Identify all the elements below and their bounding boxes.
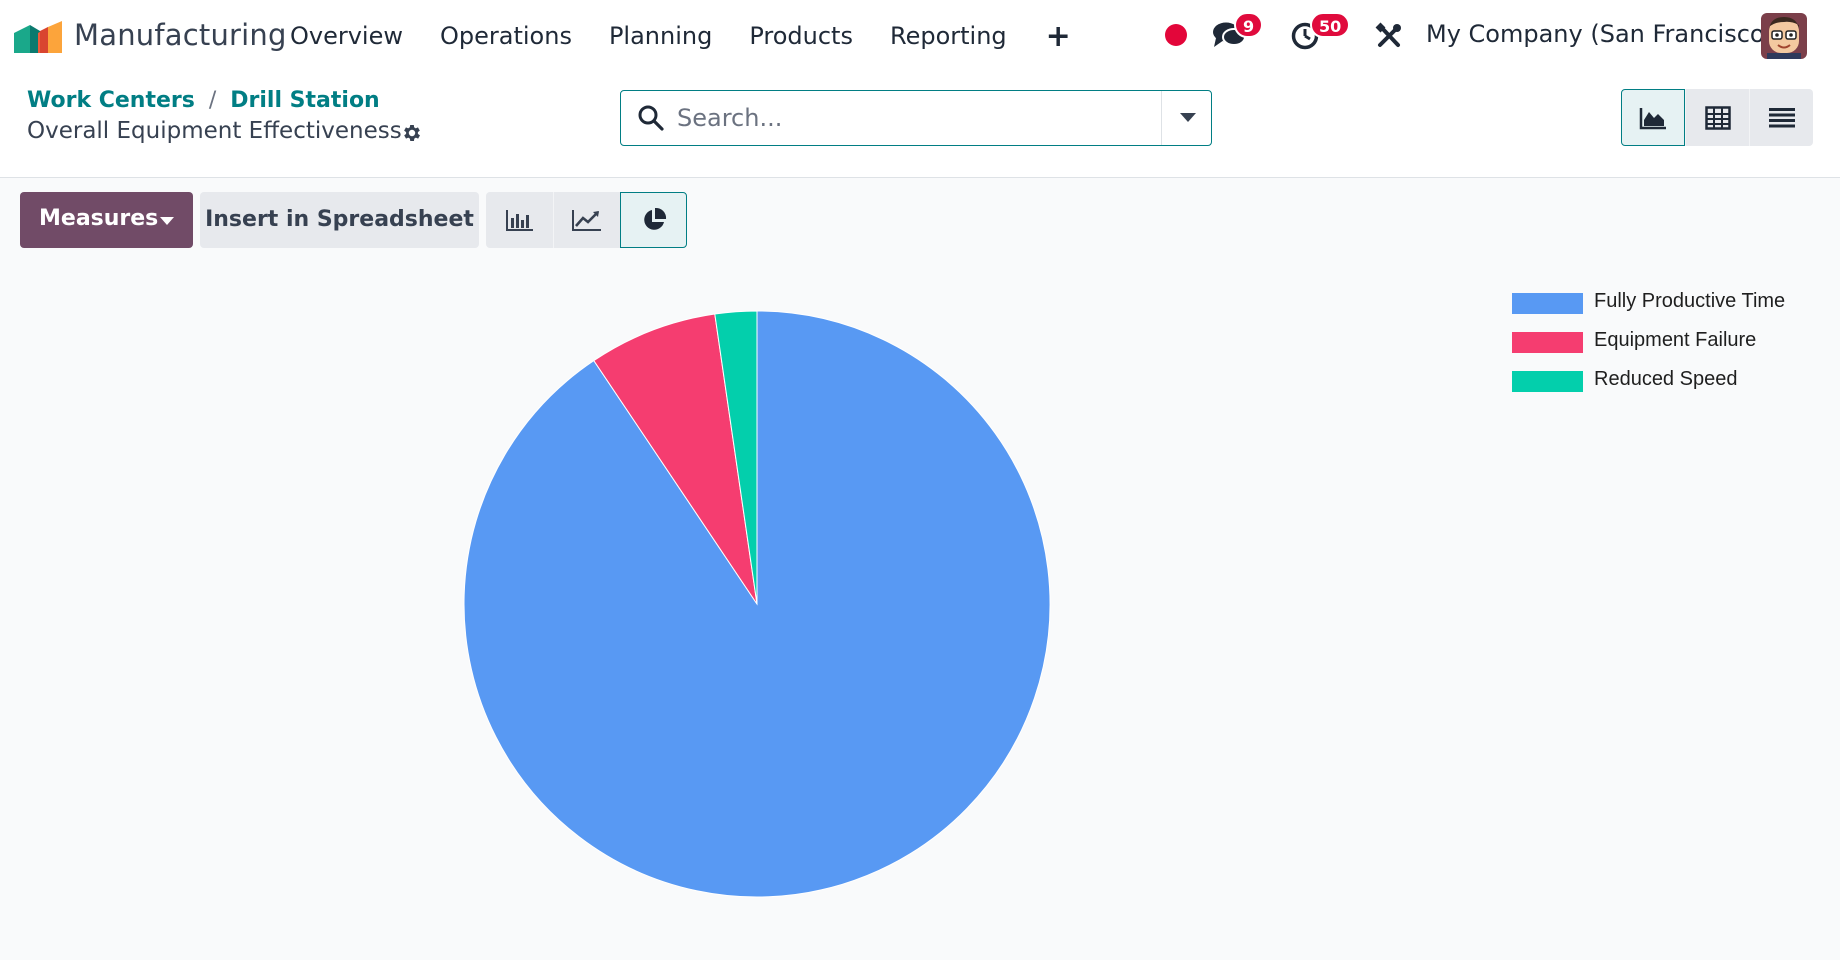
line-chart-button[interactable] [553, 192, 620, 248]
gear-icon[interactable] [401, 122, 423, 144]
bar-chart-icon [505, 210, 533, 231]
manufacturing-app-icon[interactable] [14, 19, 62, 53]
messages-icon[interactable] [1212, 20, 1246, 50]
legend-label: Equipment Failure [1594, 329, 1757, 351]
pie-slice-equipment-failure[interactable] [593, 313, 758, 605]
control-panel: Work Centers / Drill Station Overall Equip… [0, 72, 1840, 178]
add-menu-icon[interactable]: + [1045, 18, 1071, 54]
search-bar [620, 90, 1212, 146]
menu-item-reporting[interactable]: Reporting [889, 22, 1007, 50]
menu-item-operations[interactable]: Operations [440, 22, 572, 50]
breadcrumb: Work Centers / Drill Station [27, 88, 380, 113]
menu-item-planning[interactable]: Planning [608, 22, 713, 50]
recording-status-icon[interactable] [1165, 24, 1187, 46]
chart-type-switcher [486, 192, 687, 248]
insert-in-spreadsheet-button[interactable]: Insert in Spreadsheet [200, 192, 479, 248]
menu-item-products[interactable]: Products [749, 22, 853, 50]
bar-chart-button[interactable] [486, 192, 553, 248]
pie-chart-icon [643, 207, 666, 230]
menu-item-overview[interactable]: Overview [290, 22, 403, 50]
user-avatar[interactable] [1761, 13, 1807, 59]
table-grid-icon [1704, 105, 1731, 130]
line-chart-icon [572, 210, 601, 231]
search-icon [638, 105, 664, 131]
pie-slice-reduced-speed[interactable] [714, 310, 758, 605]
legend-label: Fully Productive Time [1594, 290, 1786, 312]
search-options-toggle[interactable] [1161, 91, 1211, 145]
activities-count-badge: 50 [1310, 12, 1351, 38]
company-switcher[interactable]: My Company (San Francisco) [1426, 20, 1774, 48]
caret-down-icon [160, 217, 174, 225]
top-navbar: Manufacturing Overview Operations Planni… [0, 0, 1840, 72]
legend-swatch [1512, 332, 1583, 353]
pie-chart-button[interactable] [620, 192, 687, 248]
main-menu: Overview Operations Planning Products Re… [290, 0, 1071, 72]
app-title[interactable]: Manufacturing [74, 18, 287, 52]
breadcrumb-separator: / [208, 88, 217, 113]
pivot-view-button[interactable] [1685, 89, 1749, 146]
list-view-button[interactable] [1749, 89, 1813, 146]
breadcrumb-work-centers[interactable]: Work Centers [27, 88, 195, 113]
page-title: Overall Equipment Effectiveness [27, 118, 402, 144]
view-switcher [1621, 89, 1813, 146]
messages-count-badge: 9 [1234, 12, 1264, 38]
measures-dropdown-button[interactable]: Measures [20, 192, 193, 248]
measures-label: Measures [39, 206, 159, 231]
search-input[interactable] [677, 100, 1177, 136]
graph-view-button[interactable] [1621, 89, 1685, 146]
list-icon [1768, 107, 1795, 127]
area-chart-icon [1639, 107, 1666, 129]
legend-swatch [1512, 371, 1583, 392]
legend-swatch [1512, 293, 1583, 314]
chevron-down-icon [1180, 113, 1196, 122]
breadcrumb-drill-station[interactable]: Drill Station [230, 88, 380, 113]
legend-label: Reduced Speed [1594, 368, 1738, 390]
pie-chart [463, 310, 1051, 898]
debug-tools-icon[interactable] [1374, 21, 1404, 51]
